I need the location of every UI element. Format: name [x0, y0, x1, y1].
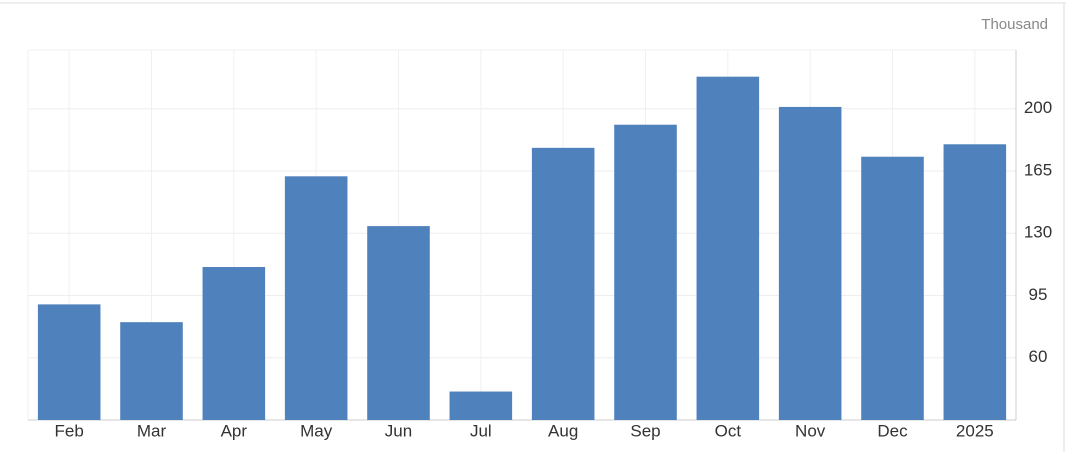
x-tick-label: Oct [715, 421, 742, 440]
x-tick-label: May [300, 421, 333, 440]
bar [614, 124, 677, 420]
bar [449, 391, 513, 420]
x-tick-label: Aug [548, 421, 578, 440]
bar [284, 176, 348, 420]
bar [531, 147, 595, 420]
x-tick-label: Dec [877, 421, 908, 440]
x-tick-label: Sep [630, 421, 660, 440]
y-tick-label: 60 [1029, 347, 1048, 366]
x-tick-label: Jun [385, 421, 412, 440]
bar [943, 144, 1007, 420]
bar [696, 76, 760, 421]
x-tick-label: Mar [137, 421, 167, 440]
y-tick-label: 95 [1029, 285, 1048, 304]
bar [37, 304, 101, 420]
y-tick-label: 165 [1024, 160, 1052, 179]
bar [120, 322, 183, 420]
bar [778, 106, 842, 420]
bar [202, 267, 266, 420]
bar [861, 156, 924, 420]
y-tick-label: 200 [1024, 98, 1052, 117]
x-tick-label: Nov [795, 421, 826, 440]
x-tick-label: Apr [221, 421, 248, 440]
x-tick-label: 2025 [956, 421, 994, 440]
x-tick-label: Jul [470, 421, 492, 440]
y-tick-label: 130 [1024, 223, 1052, 242]
x-tick-label: Feb [55, 421, 84, 440]
unit-label: Thousand [981, 16, 1048, 33]
bar [367, 226, 430, 420]
